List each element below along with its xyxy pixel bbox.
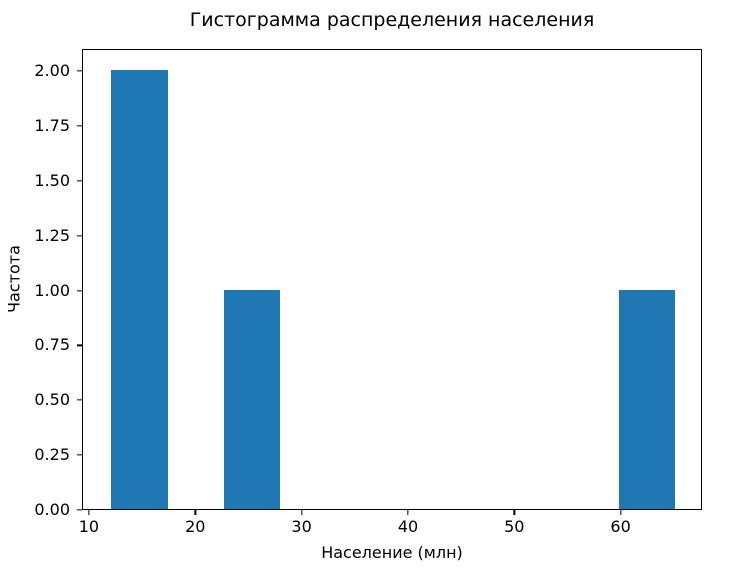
x-tick-label: 40 [397, 517, 419, 536]
y-tick-mark [77, 454, 82, 456]
x-tick-label: 30 [291, 517, 312, 536]
y-tick-label: 1.25 [34, 225, 70, 245]
y-tick-label: 0.50 [34, 390, 70, 410]
y-tick-mark [77, 344, 82, 347]
x-tick-mark [407, 510, 409, 515]
y-tick-mark [77, 180, 82, 182]
x-tick-label: 50 [504, 517, 525, 536]
y-tick-label: 1.00 [34, 280, 70, 300]
x-tick-label: 60 [610, 517, 631, 536]
y-tick-mark [77, 399, 82, 401]
y-tick-mark [77, 289, 82, 292]
y-tick-label: 1.50 [34, 170, 70, 190]
y-tick-label: 0.75 [34, 335, 70, 355]
y-tick-label: 0.00 [34, 500, 70, 520]
y-tick-label: 0.25 [34, 445, 70, 465]
x-tick-mark [88, 510, 90, 515]
y-tick-mark [77, 509, 82, 511]
x-tick-label: 10 [78, 517, 100, 536]
y-tick-mark [77, 234, 82, 237]
histogram-bar [618, 289, 675, 509]
x-tick-mark [300, 510, 303, 515]
y-tick-mark [77, 70, 82, 72]
x-axis-label: Население (млн) [321, 543, 463, 562]
x-tick-mark [194, 510, 196, 515]
y-tick-label: 1.75 [34, 116, 70, 135]
y-tick-label: 2.00 [34, 61, 70, 81]
histogram-bar [111, 70, 168, 509]
x-tick-mark [513, 510, 515, 515]
chart-title: Гистограмма распределения населения [189, 9, 595, 31]
histogram-bar [223, 289, 281, 509]
x-tick-mark [619, 510, 622, 515]
y-tick-mark [77, 125, 82, 127]
y-axis-label: Частота [4, 245, 24, 313]
plot-area [82, 49, 702, 510]
x-tick-label: 20 [185, 517, 206, 536]
